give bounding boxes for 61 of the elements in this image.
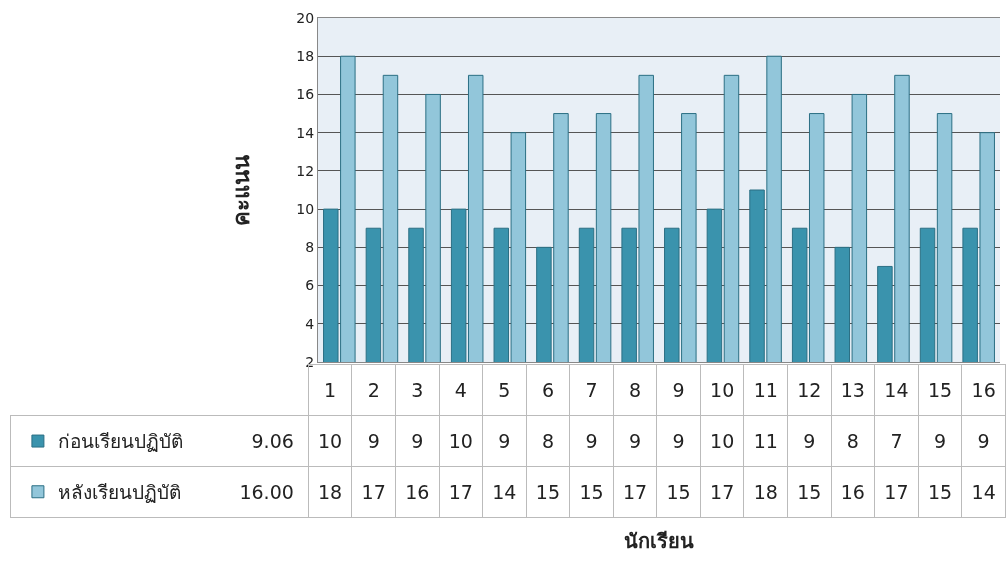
x-tick-label: 2 <box>351 364 396 416</box>
data-label: 8 <box>831 415 875 467</box>
x-tick-label: 7 <box>569 364 614 416</box>
x-tick-label: 3 <box>395 364 440 416</box>
y-tick-label: 16 <box>296 86 315 103</box>
data-label: 17 <box>613 466 657 518</box>
data-label: 14 <box>961 466 1006 518</box>
data-label: 18 <box>743 466 788 518</box>
data-label: 9 <box>918 415 962 467</box>
data-label: 16 <box>831 466 875 518</box>
data-label: 15 <box>918 466 962 518</box>
y-tick-label: 20 <box>296 9 315 26</box>
data-label: 9 <box>613 415 657 467</box>
data-label: 9 <box>569 415 614 467</box>
data-label: 17 <box>439 466 483 518</box>
data-label: 15 <box>787 466 832 518</box>
x-tick-label: 14 <box>874 364 919 416</box>
text: 9.06 <box>251 430 294 452</box>
data-label: 9 <box>961 415 1006 467</box>
text: นักเรียน <box>624 529 694 553</box>
data-label: 14 <box>482 466 527 518</box>
y-tick-label: 10 <box>296 201 315 218</box>
x-tick-label: 8 <box>613 364 657 416</box>
y-tick-label: 8 <box>305 239 315 256</box>
data-label: 17 <box>351 466 396 518</box>
data-label: 9 <box>482 415 527 467</box>
y-tick-label: 4 <box>305 315 315 332</box>
x-tick-label: 12 <box>787 364 832 416</box>
x-tick-label: 10 <box>700 364 744 416</box>
legend-label: หลังเรียนปฏิบัติ <box>57 481 181 504</box>
x-tick-label: 6 <box>526 364 570 416</box>
x-tick-label: 1 <box>324 379 337 401</box>
data-label: 15 <box>526 466 570 518</box>
x-tick-label: 4 <box>439 364 483 416</box>
y-tick-label: 6 <box>305 277 315 294</box>
y-tick-label: 14 <box>296 124 315 141</box>
data-label: 17 <box>700 466 744 518</box>
data-label: 9 <box>656 415 701 467</box>
x-tick-label: 16 <box>961 364 1006 416</box>
data-label: 7 <box>874 415 919 467</box>
x-tick-label: 13 <box>831 364 875 416</box>
x-tick-label: 15 <box>918 364 962 416</box>
x-tick-label: 11 <box>743 364 788 416</box>
data-label: 9 <box>351 415 396 467</box>
legend-label: ก่อนเรียนปฏิบัติ <box>57 430 183 453</box>
data-label: 9 <box>787 415 832 467</box>
data-label: 8 <box>526 415 570 467</box>
y-tick-label: 18 <box>296 48 315 65</box>
data-label: 15 <box>656 466 701 518</box>
data-label: 16 <box>395 466 440 518</box>
x-tick-label: 9 <box>656 364 701 416</box>
data-label: 10 <box>439 415 483 467</box>
data-label: 15 <box>569 466 614 518</box>
data-label: 9 <box>395 415 440 467</box>
text: 16.00 <box>239 481 294 503</box>
x-tick-label: 5 <box>482 364 527 416</box>
data-label: 10 <box>700 415 744 467</box>
data-label: 17 <box>874 466 919 518</box>
y-tick-label: 12 <box>296 162 315 179</box>
data-label: 11 <box>743 415 788 467</box>
y-axis-title: คะแนน <box>229 154 255 226</box>
